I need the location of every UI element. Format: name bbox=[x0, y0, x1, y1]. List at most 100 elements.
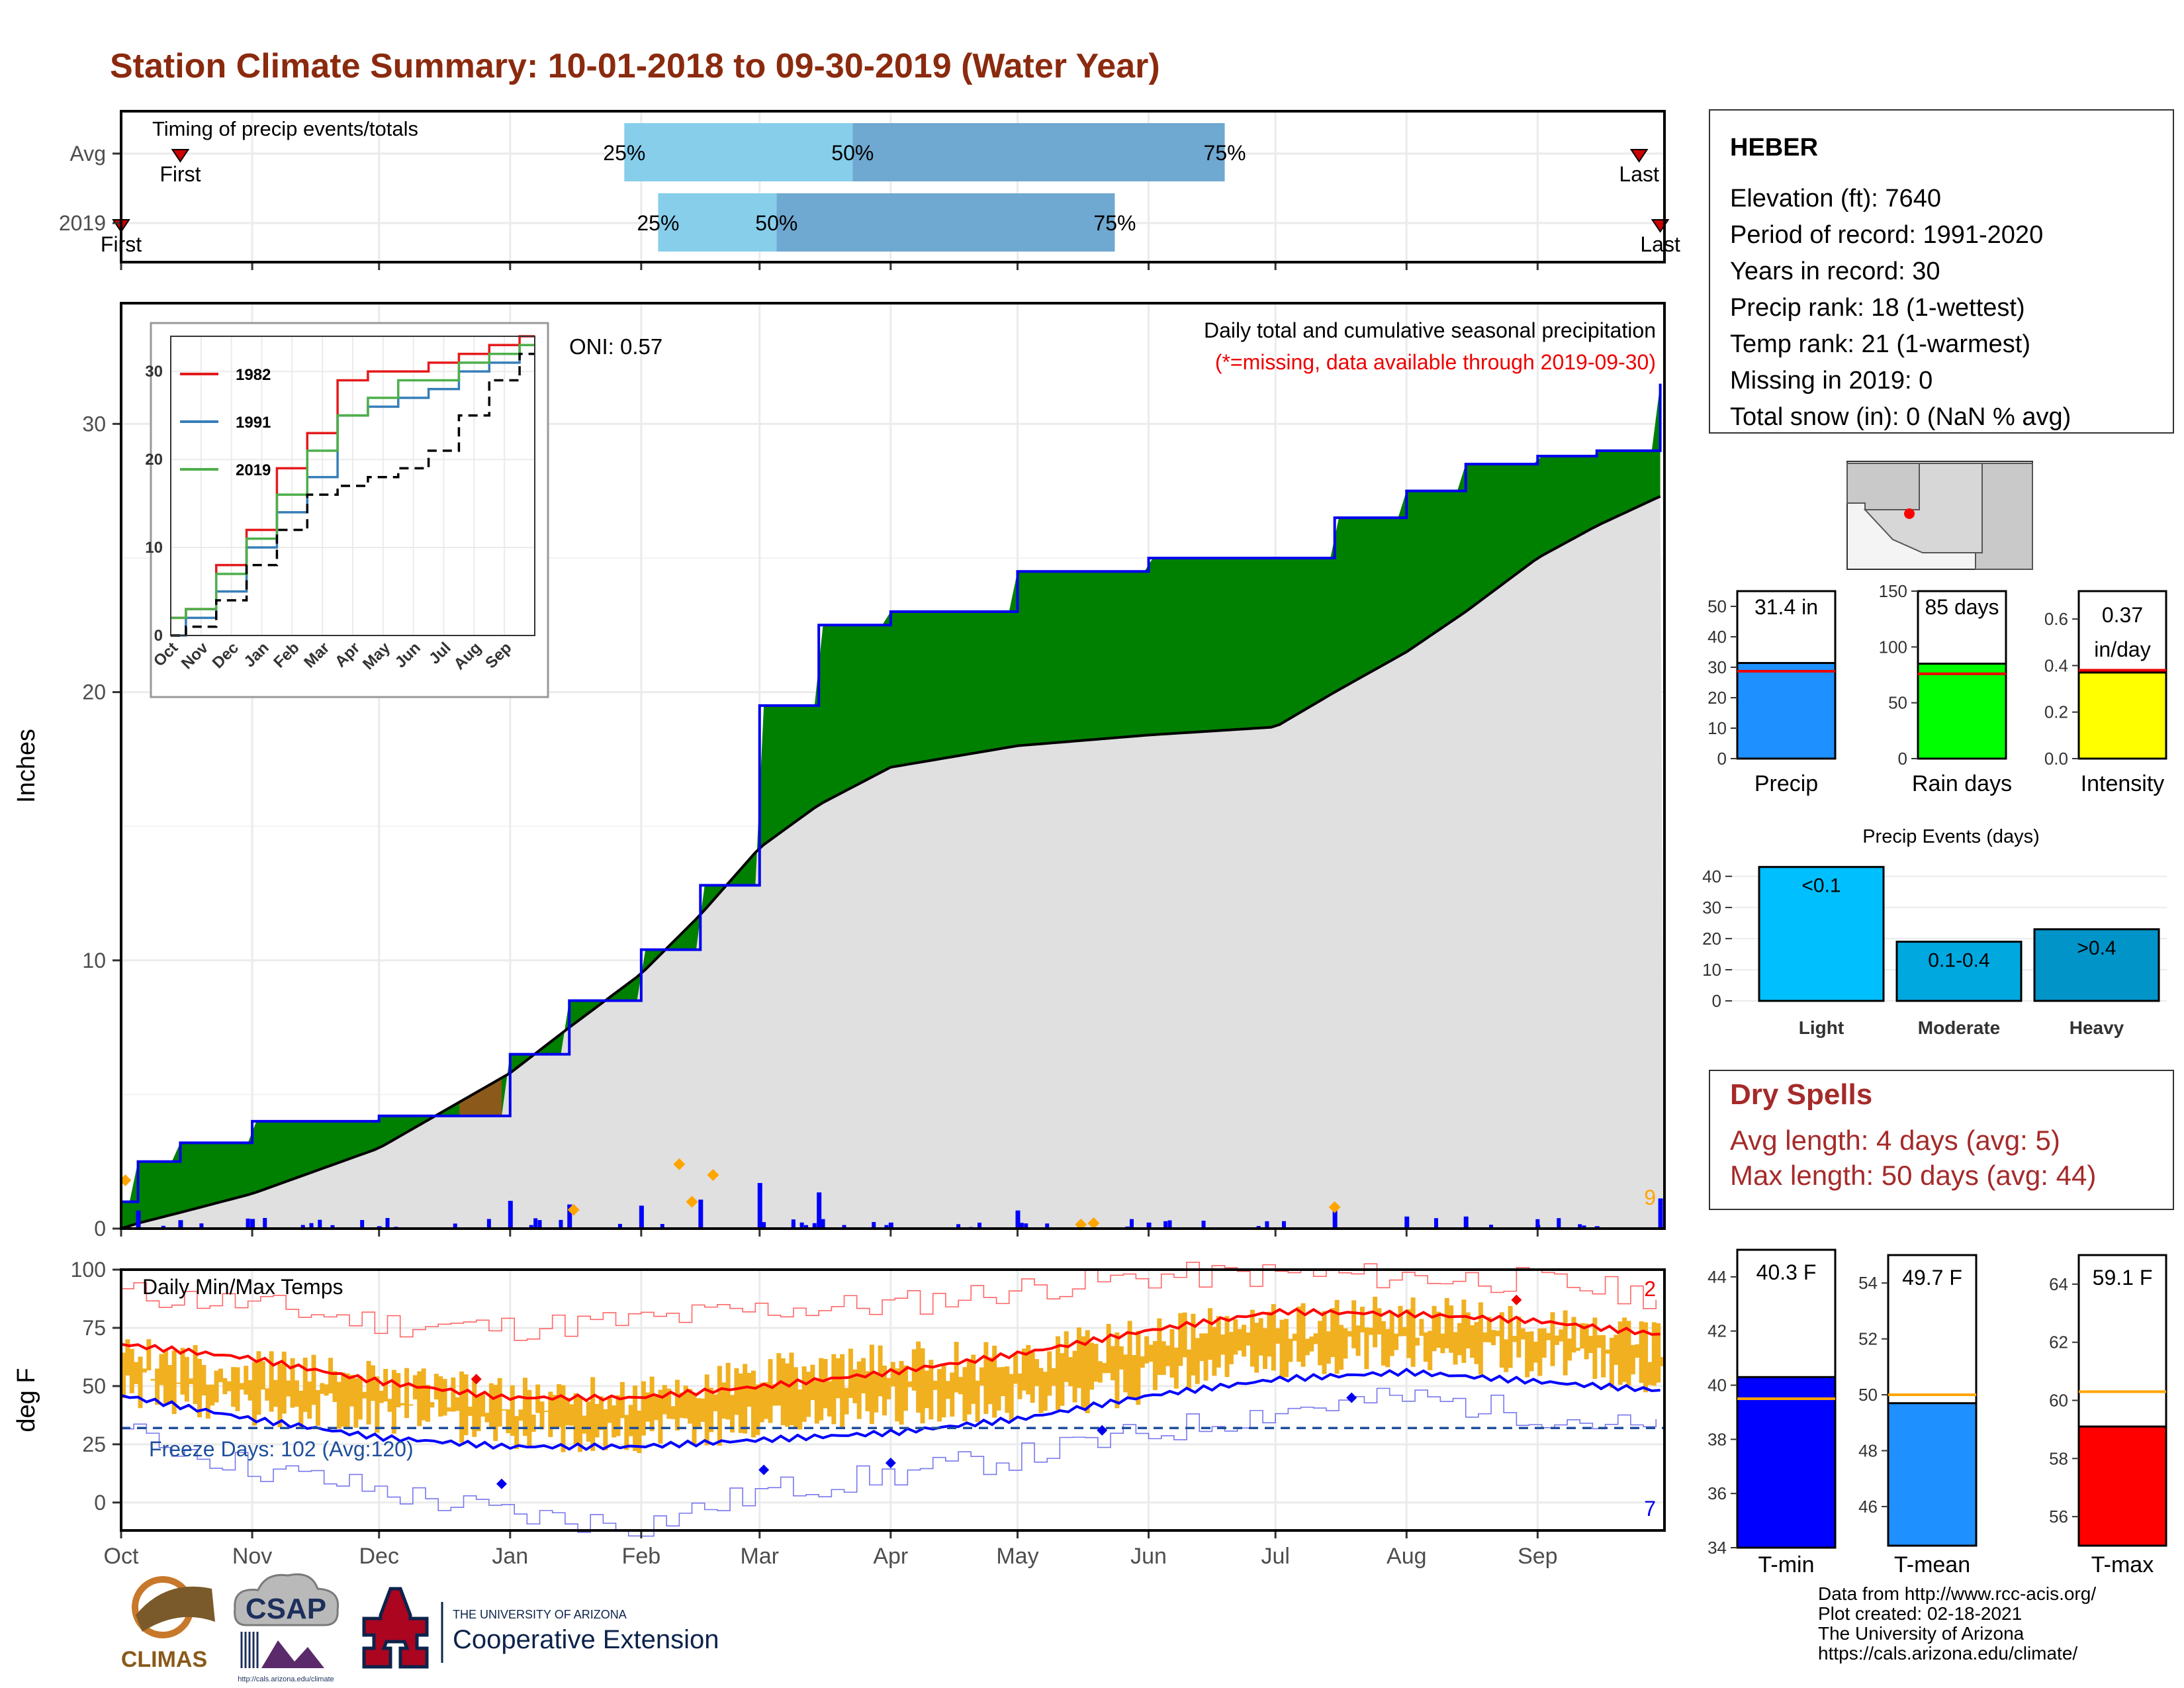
daily-temp-bar bbox=[1212, 1327, 1217, 1376]
precip-bar bbox=[1736, 662, 1837, 760]
daily-precip-bar bbox=[318, 1219, 322, 1229]
observed-cumulative-line bbox=[121, 383, 1662, 1203]
y-tick-label: 38 bbox=[1707, 1429, 1727, 1449]
daily-temp-bar bbox=[1224, 1316, 1230, 1378]
daily-temp-bar bbox=[155, 1368, 160, 1405]
precip-value: 31.4 in bbox=[1754, 595, 1818, 619]
daily-temp-bar bbox=[1580, 1323, 1585, 1349]
daily-temp-bar bbox=[776, 1353, 782, 1406]
last-marker bbox=[1629, 149, 1649, 163]
daily-temp-bar bbox=[1343, 1328, 1348, 1359]
daily-temp-bar bbox=[628, 1405, 633, 1436]
daily-temp-bar bbox=[1453, 1332, 1458, 1365]
daily-temp-bar bbox=[1394, 1333, 1399, 1350]
daily-temp-bar bbox=[1000, 1367, 1005, 1397]
daily-temp-bar bbox=[328, 1358, 334, 1393]
daily-temp-bar bbox=[1635, 1344, 1640, 1358]
daily-temp-bar bbox=[269, 1351, 274, 1412]
csap-cloud-icon bbox=[234, 1573, 340, 1626]
csap-url: http://cals.arizona.edu/climate bbox=[238, 1675, 334, 1683]
daily-temp-bar bbox=[1207, 1308, 1212, 1360]
daily-temp-bar bbox=[886, 1378, 891, 1399]
daily-precip-bar bbox=[1129, 1219, 1134, 1229]
daily-temp-bar bbox=[844, 1387, 849, 1415]
daily-temp-bar bbox=[1495, 1331, 1500, 1336]
panel-border bbox=[120, 110, 1666, 263]
daily-temp-bar bbox=[1089, 1342, 1095, 1390]
y-tick-label: 10 bbox=[82, 949, 106, 972]
y-tick-label: 0 bbox=[1712, 991, 1721, 1011]
daily-precip-bar bbox=[508, 1201, 513, 1229]
daily-temp-bar bbox=[265, 1388, 270, 1401]
daily-precip-bar bbox=[559, 1219, 563, 1229]
daily-temp-bar bbox=[142, 1368, 147, 1373]
daily-temp-bar bbox=[235, 1367, 240, 1411]
daily-temp-bar bbox=[1309, 1336, 1314, 1352]
avg-max-line bbox=[120, 1307, 1661, 1403]
daily-temp-bar bbox=[248, 1380, 253, 1401]
daily-precip-bar bbox=[888, 1222, 893, 1229]
rain_days-value: 85 days bbox=[1925, 595, 1999, 619]
daily-temp-bar bbox=[1250, 1309, 1255, 1367]
summary-bars: 0 10 20 30 40 50 Precip 31.4 in 0 50 100 150 Rain da… bbox=[1707, 581, 2167, 796]
daily-temp-bar bbox=[1258, 1318, 1263, 1356]
daily-temp-bar bbox=[1474, 1322, 1479, 1364]
daily-precip-bar bbox=[360, 1220, 365, 1229]
daily-temp-bar bbox=[1423, 1332, 1428, 1362]
y-tick-label: 0 bbox=[94, 1491, 106, 1515]
daily-precip-bar bbox=[1201, 1221, 1206, 1229]
record-low-count: 7 bbox=[1644, 1497, 1656, 1521]
record-precip-marker bbox=[1328, 1201, 1341, 1213]
daily-temp-bar bbox=[315, 1390, 320, 1426]
month-tick-label: Jul bbox=[1261, 1544, 1289, 1569]
daily-temp-bar bbox=[1144, 1336, 1150, 1364]
daily-temp-bar bbox=[488, 1383, 494, 1428]
footer-line: Plot created: 02-18-2021 bbox=[1818, 1603, 2023, 1624]
daily-temp-bar bbox=[1504, 1339, 1509, 1372]
tmax-bar bbox=[2077, 1425, 2167, 1547]
station-line: Period of record: 1991-2020 bbox=[1730, 221, 2043, 249]
daily-temp-bar bbox=[1334, 1299, 1340, 1374]
event-category-label: Light bbox=[1799, 1017, 1844, 1038]
climatology-area bbox=[121, 496, 1664, 1229]
daily-precip-bar bbox=[1015, 1223, 1020, 1229]
daily-precip-bar bbox=[1167, 1220, 1172, 1229]
daily-temp-bar bbox=[797, 1389, 803, 1430]
quartile-bar-50-75 bbox=[852, 123, 1225, 181]
daily-temp-bar bbox=[1525, 1332, 1530, 1378]
legend-label: 2019 bbox=[236, 461, 271, 479]
y-tick-label: 44 bbox=[1707, 1267, 1727, 1287]
daily-temp-bar bbox=[514, 1416, 520, 1449]
daily-temp-bar bbox=[717, 1366, 722, 1446]
last-label: Last bbox=[1640, 232, 1680, 256]
daily-temp-bar bbox=[899, 1360, 904, 1425]
first-marker bbox=[171, 149, 190, 163]
y-tick-label: 20 bbox=[82, 680, 106, 704]
daily-temp-bar bbox=[1419, 1319, 1424, 1336]
station-line: Precip rank: 18 (1-wettest) bbox=[1730, 294, 2025, 322]
daily-temp-bar bbox=[307, 1382, 312, 1419]
station-line: Elevation (ft): 7640 bbox=[1730, 185, 1941, 212]
daily-temp-bar bbox=[962, 1367, 968, 1422]
month-tick-label: Jan bbox=[492, 1544, 528, 1569]
daily-precip-bar bbox=[1535, 1219, 1540, 1229]
footer-line: Data from http://www.rcc-acis.org/ bbox=[1818, 1583, 2097, 1604]
daily-temp-bar bbox=[1457, 1323, 1462, 1356]
daily-temp-bar bbox=[751, 1370, 756, 1438]
daily-temp-bar bbox=[193, 1344, 198, 1405]
daily-temp-bar bbox=[869, 1344, 874, 1425]
oni-label: ONI: 0.57 bbox=[569, 334, 662, 359]
csap-logo-text: CSAP bbox=[246, 1593, 326, 1625]
daily-temp-bar bbox=[1415, 1337, 1420, 1346]
daily-precip-bar bbox=[1582, 1225, 1586, 1229]
y-tick-label: 46 bbox=[1858, 1497, 1878, 1517]
daily-temp-bar bbox=[1304, 1338, 1310, 1356]
daily-temp-bar bbox=[302, 1357, 308, 1412]
ua-logo-icon bbox=[362, 1587, 429, 1669]
intensity-bar bbox=[2077, 671, 2167, 760]
daily-temp-bar bbox=[298, 1390, 304, 1429]
daily-temp-bar bbox=[1461, 1299, 1467, 1363]
daily-precip-bar bbox=[1281, 1221, 1286, 1229]
p75-label: 75% bbox=[1093, 211, 1136, 235]
